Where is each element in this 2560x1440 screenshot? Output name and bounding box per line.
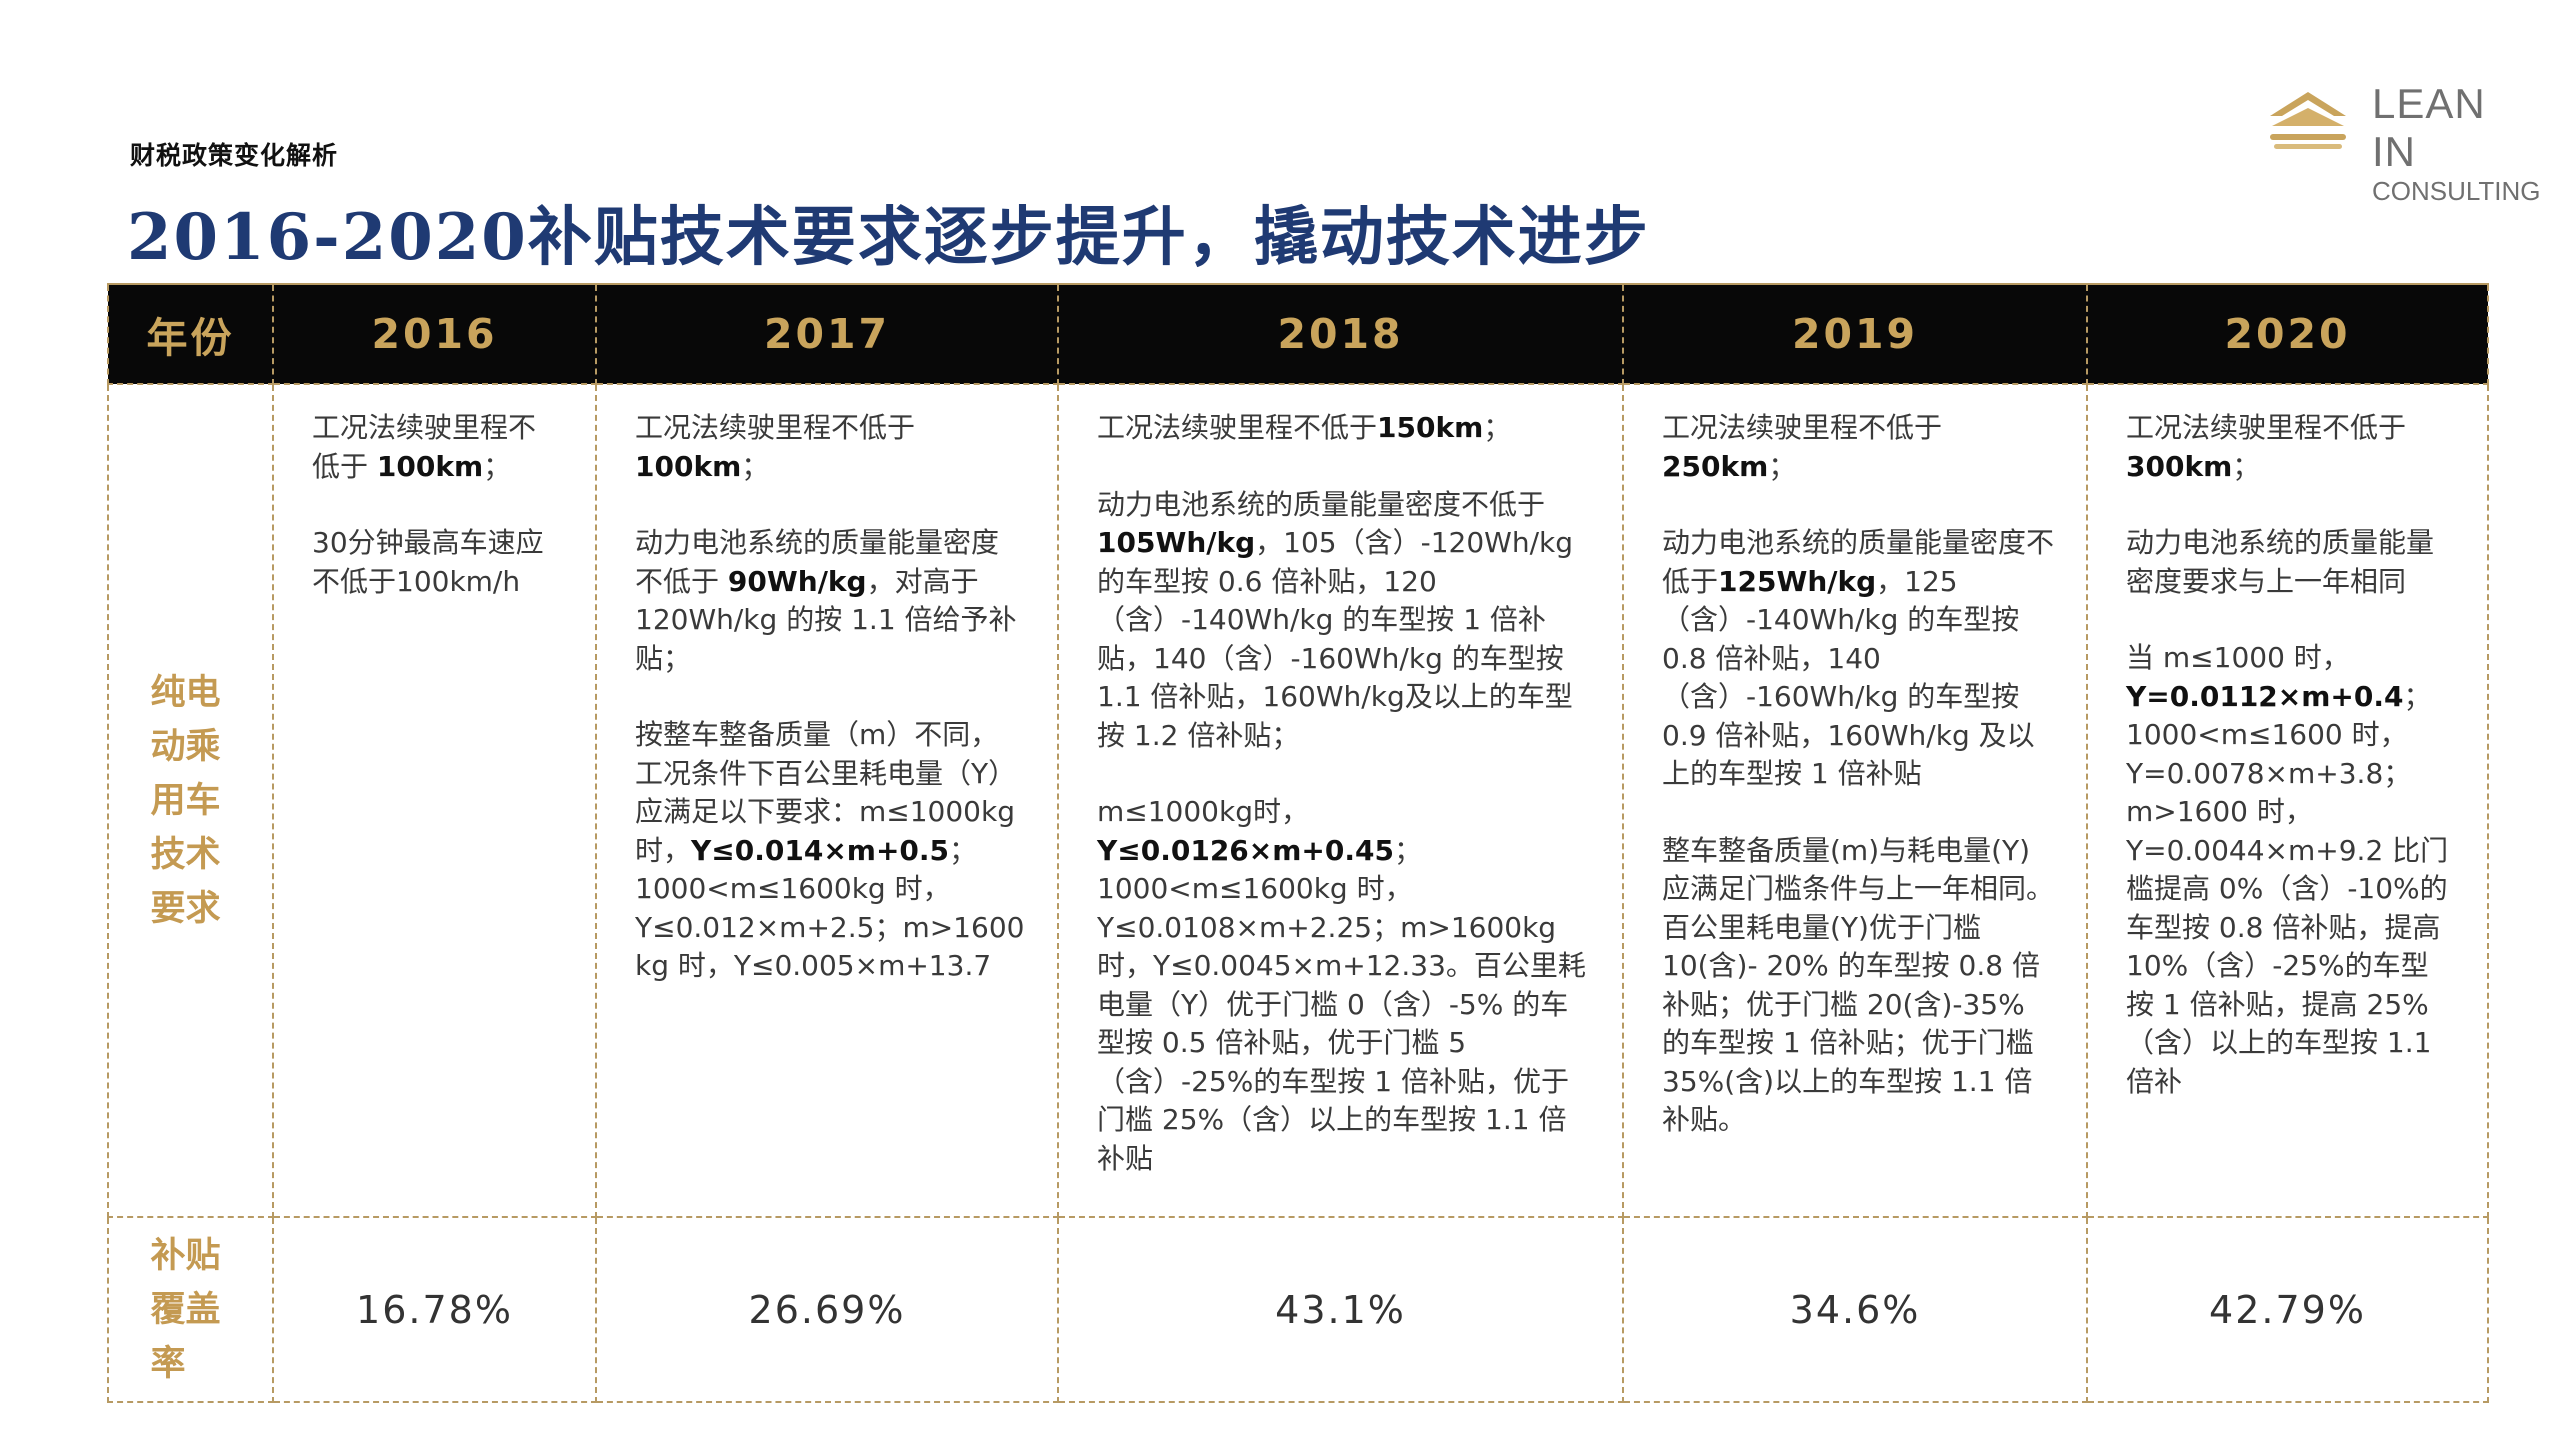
coverage-2018: 43.1%	[1057, 1216, 1624, 1403]
header-year-label: 年份	[107, 283, 274, 385]
requirements-row-label: 纯电动乘用车技术要求	[107, 383, 274, 1218]
header-2018: 2018	[1057, 283, 1624, 385]
house-roof-icon	[2270, 92, 2346, 149]
page-title: 2016-2020补贴技术要求逐步提升，撬动技术进步	[127, 200, 1650, 275]
coverage-2016: 16.78%	[272, 1216, 597, 1403]
coverage-2019: 34.6%	[1622, 1216, 2088, 1403]
table-header-row: 年份 2016 2017 2018 2019 2020	[107, 283, 2489, 385]
requirements-2019: 工况法续驶里程不低于250km； 动力电池系统的质量能量密度不低于125Wh/k…	[1622, 383, 2088, 1218]
requirements-row: 纯电动乘用车技术要求 工况法续驶里程不低于 100km； 30分钟最高车速应不低…	[107, 383, 2489, 1218]
requirements-2016: 工况法续驶里程不低于 100km； 30分钟最高车速应不低于100km/h	[272, 383, 597, 1218]
lean-in-logo: LEAN IN CONSULTING	[2262, 80, 2541, 206]
coverage-row: 补贴覆盖率 16.78% 26.69% 43.1% 34.6% 42.79%	[107, 1216, 2489, 1403]
header-2020: 2020	[2086, 283, 2489, 385]
subsidy-requirements-table: 年份 2016 2017 2018 2019 2020 纯电动乘用车技术要求 工…	[107, 283, 2489, 1403]
section-label: 财税政策变化解析	[130, 141, 339, 170]
header-2016: 2016	[272, 283, 597, 385]
coverage-2017: 26.69%	[595, 1216, 1059, 1403]
requirements-2018: 工况法续驶里程不低于150km； 动力电池系统的质量能量密度不低于105Wh/k…	[1057, 383, 1624, 1218]
requirements-2020: 工况法续驶里程不低于300km； 动力电池系统的质量能量密度要求与上一年相同 当…	[2086, 383, 2489, 1218]
coverage-row-label: 补贴覆盖率	[107, 1216, 274, 1403]
logo-text-lean-in: LEAN IN	[2372, 80, 2486, 175]
coverage-2020: 42.79%	[2086, 1216, 2489, 1403]
requirements-2017: 工况法续驶里程不低于100km； 动力电池系统的质量能量密度不低于 90Wh/k…	[595, 383, 1059, 1218]
header-2017: 2017	[595, 283, 1059, 385]
logo-text-consulting: CONSULTING	[2372, 176, 2541, 206]
header-2019: 2019	[1622, 283, 2088, 385]
